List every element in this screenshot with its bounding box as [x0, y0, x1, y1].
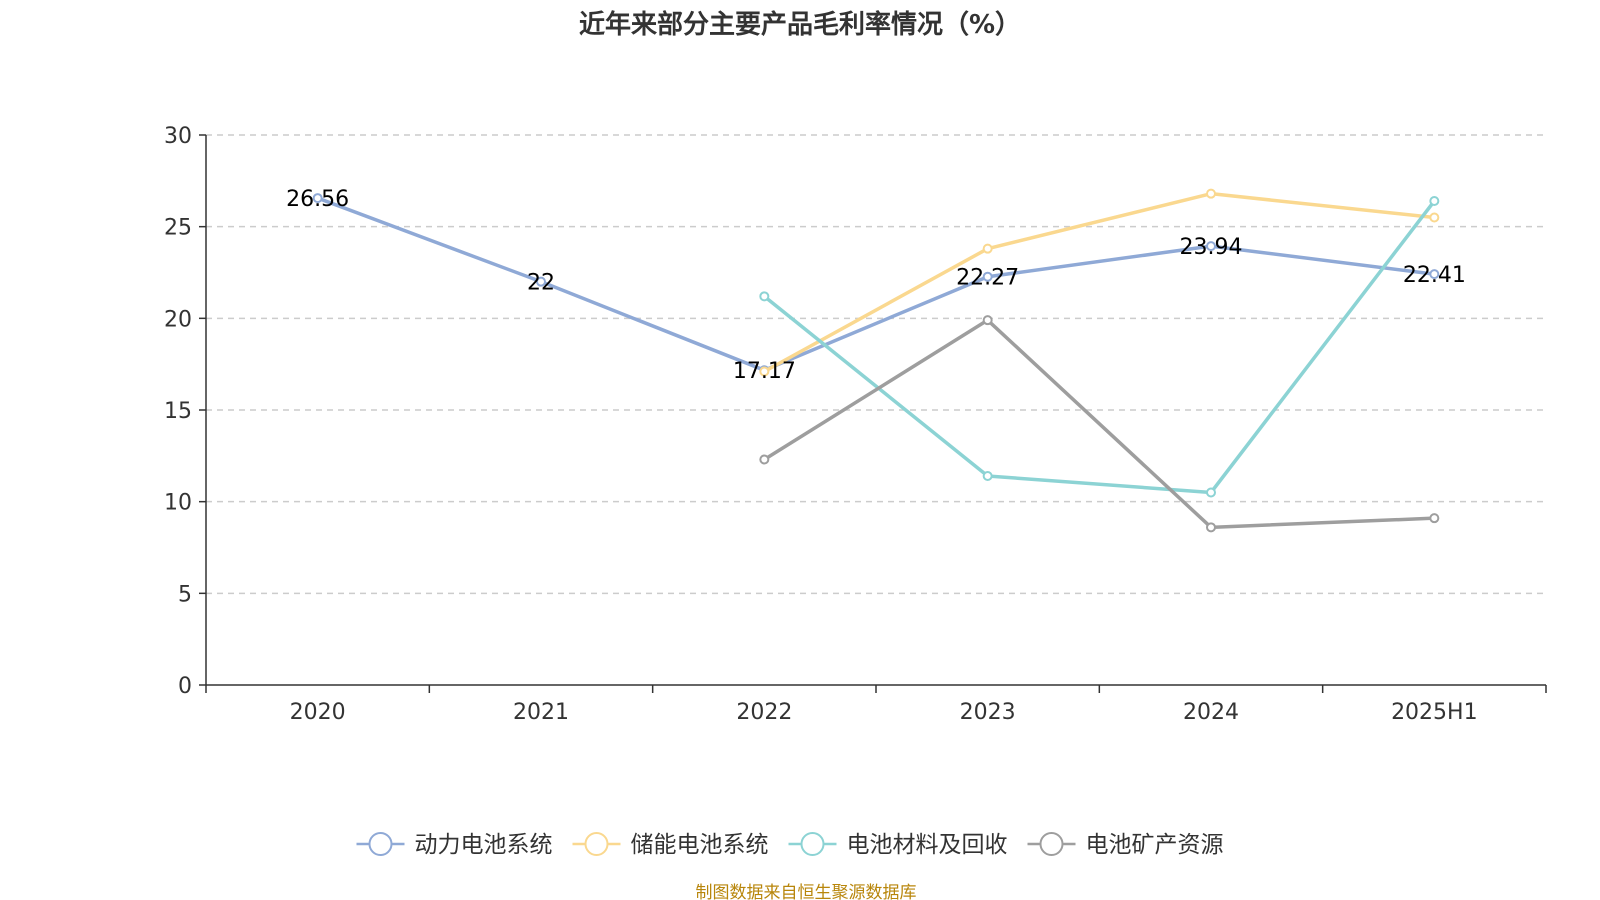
data-point[interactable]	[1206, 188, 1216, 199]
x-tick-label: 2020	[290, 700, 346, 725]
legend-item[interactable]: 储能电池系统	[572, 832, 769, 858]
legend-label: 电池矿产资源	[1086, 832, 1224, 858]
data-point[interactable]	[982, 243, 993, 254]
x-tick-label: 2024	[1183, 700, 1239, 725]
legend-item[interactable]: 电池材料及回收	[788, 832, 1008, 858]
legend-label: 动力电池系统	[415, 832, 553, 858]
data-point[interactable]	[759, 291, 770, 302]
data-point[interactable]	[759, 366, 770, 377]
series-line-1	[763, 191, 1435, 374]
data-point[interactable]	[1429, 269, 1440, 280]
legend-label: 电池材料及回收	[847, 832, 1008, 858]
chart-title: 近年来部分主要产品毛利率情况（%）	[579, 9, 1021, 40]
y-tick-label: 15	[164, 399, 192, 424]
data-point[interactable]	[982, 471, 993, 481]
data-point[interactable]	[1206, 522, 1216, 533]
data-point[interactable]	[536, 276, 546, 287]
x-tick-label: 2023	[960, 700, 1016, 725]
series-group	[312, 188, 1440, 533]
data-point[interactable]	[312, 193, 323, 204]
legend-marker	[800, 832, 825, 856]
data-label: 22.27	[956, 266, 1019, 291]
y-tick-label: 25	[164, 216, 192, 241]
data-label: 26.56	[286, 187, 349, 212]
data-point[interactable]	[1429, 513, 1440, 524]
data-label: 17.17	[733, 359, 796, 384]
series-line-2	[763, 199, 1436, 495]
series-line-3	[763, 318, 1435, 530]
data-labels: 26.56 22 17.17 22.27 23.94 22.41	[286, 187, 1466, 384]
legend-item[interactable]: 动力电池系统	[356, 832, 553, 858]
y-tick-label: 10	[164, 491, 192, 516]
y-tick-label: 30	[164, 124, 192, 149]
legend-marker	[584, 832, 609, 856]
x-tick-label: 2025H1	[1391, 700, 1478, 725]
data-point[interactable]	[1429, 196, 1440, 206]
legend-marker	[368, 832, 393, 856]
legend[interactable]: 动力电池系统 储能电池系统 电池材料及回收 电池矿产资源	[356, 832, 1224, 858]
source-note: 制图数据来自恒生聚源数据库	[696, 883, 917, 900]
y-tick-label: 20	[164, 307, 192, 332]
data-point[interactable]	[759, 454, 770, 465]
data-point[interactable]	[982, 315, 993, 326]
data-label: 22	[527, 271, 555, 296]
x-tick-label: 2021	[513, 700, 569, 725]
data-label: 22.41	[1403, 263, 1466, 288]
grid-lines	[206, 134, 1546, 595]
y-tick-label: 0	[178, 674, 192, 699]
y-tick-label: 5	[178, 582, 192, 607]
data-point[interactable]	[1206, 241, 1216, 252]
data-point[interactable]	[982, 271, 993, 282]
series-line-0	[317, 196, 1435, 372]
legend-label: 储能电池系统	[631, 832, 769, 858]
data-point[interactable]	[1206, 487, 1216, 498]
axes: 0 5 10 15 20 25 30 2020 2021 2022 2023 2024 2025H1	[164, 124, 1547, 725]
legend-item[interactable]: 电池矿产资源	[1027, 832, 1224, 858]
x-tick-label: 2022	[736, 700, 792, 725]
data-label: 23.94	[1180, 235, 1243, 260]
legend-marker	[1039, 832, 1064, 856]
data-point[interactable]	[1429, 212, 1440, 223]
